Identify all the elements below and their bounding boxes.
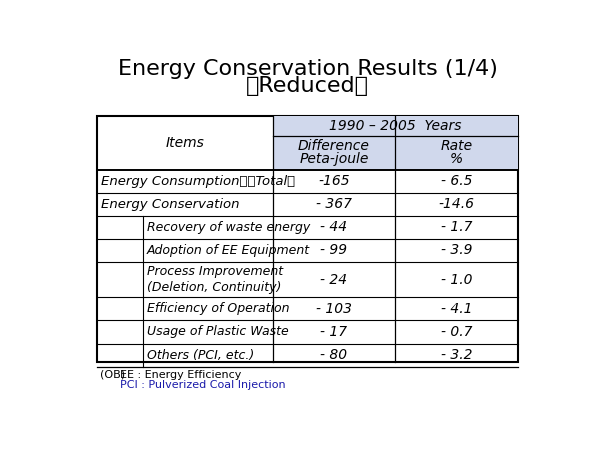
Text: EE : Energy Efficiency: EE : Energy Efficiency	[120, 370, 241, 380]
Text: - 44: - 44	[320, 220, 347, 234]
Text: - 17: - 17	[320, 325, 347, 339]
Text: PCI : Pulverized Coal Injection: PCI : Pulverized Coal Injection	[120, 381, 286, 391]
Text: - 367: - 367	[316, 197, 352, 211]
Text: - 0.7: - 0.7	[441, 325, 472, 339]
Text: Usage of Plastic Waste: Usage of Plastic Waste	[147, 325, 289, 338]
Text: Difference: Difference	[298, 140, 370, 153]
Text: - 4.1: - 4.1	[441, 302, 472, 316]
Text: - 6.5: - 6.5	[441, 174, 472, 188]
Text: （Reduced）: （Reduced）	[246, 76, 369, 95]
Text: 1990 – 2005  Years: 1990 – 2005 Years	[329, 119, 462, 133]
Text: - 3.2: - 3.2	[441, 348, 472, 362]
Text: - 80: - 80	[320, 348, 347, 362]
Bar	[97, 116, 518, 362]
Text: -14.6: -14.6	[439, 197, 475, 211]
Bar	[272, 116, 518, 170]
Text: - 99: - 99	[320, 243, 347, 257]
Text: Energy Consumption　（Total）: Energy Consumption （Total）	[101, 175, 295, 188]
Text: -165: -165	[318, 174, 350, 188]
Text: %: %	[450, 152, 463, 166]
Text: Adoption of EE Equipment: Adoption of EE Equipment	[147, 244, 310, 257]
Text: Recovery of waste energy: Recovery of waste energy	[147, 221, 310, 234]
Text: Rate: Rate	[440, 140, 473, 153]
Text: Others (PCI, etc.): Others (PCI, etc.)	[147, 349, 254, 361]
Text: Energy Conservation: Energy Conservation	[101, 198, 239, 211]
Text: Peta-joule: Peta-joule	[299, 152, 368, 166]
Text: - 103: - 103	[316, 302, 352, 316]
Text: Items: Items	[165, 135, 204, 149]
Text: Efficiency of Operation: Efficiency of Operation	[147, 302, 290, 315]
Text: Energy Conservation Results (1/4): Energy Conservation Results (1/4)	[118, 59, 497, 79]
Text: Process Improvement
(Deletion, Continuity): Process Improvement (Deletion, Continuit…	[147, 265, 283, 294]
Text: - 1.7: - 1.7	[441, 220, 472, 234]
Text: (OB): (OB)	[100, 370, 125, 380]
Text: - 1.0: - 1.0	[441, 273, 472, 287]
Text: - 3.9: - 3.9	[441, 243, 472, 257]
Text: - 24: - 24	[320, 273, 347, 287]
